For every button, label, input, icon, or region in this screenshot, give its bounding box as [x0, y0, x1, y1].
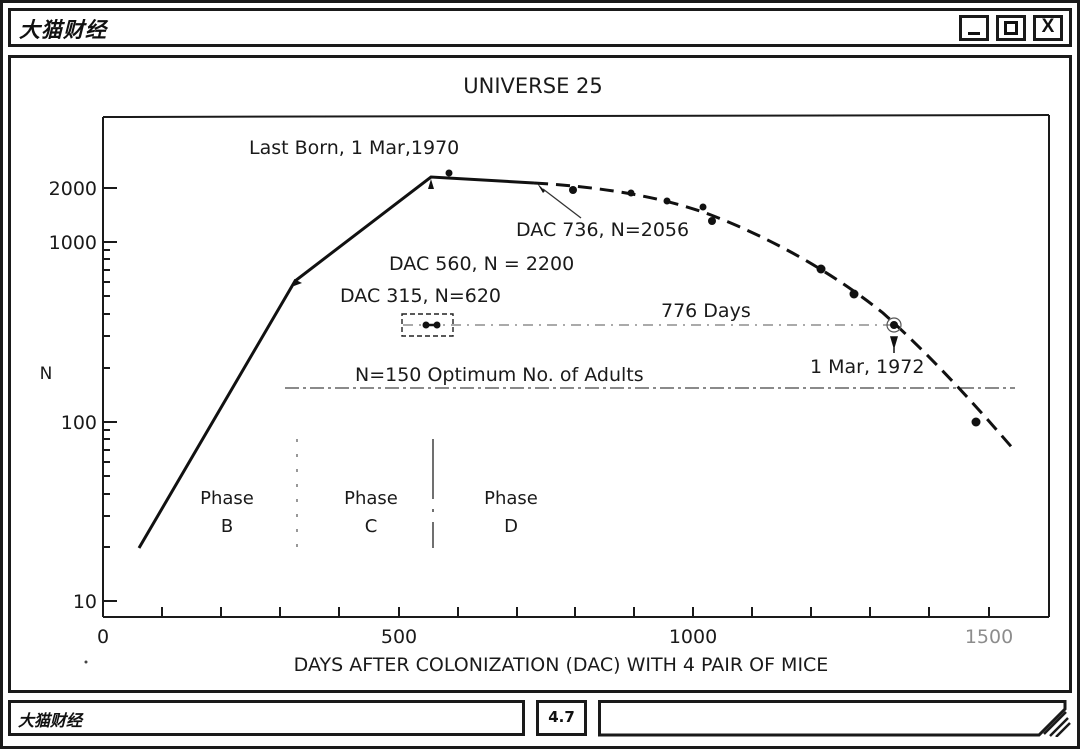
y-axis-ticks — [103, 187, 117, 602]
resize-grip-icon[interactable] — [1043, 711, 1071, 738]
maximize-icon — [1004, 21, 1018, 35]
boxed-points-frame — [401, 313, 454, 337]
y-axis-label: N — [40, 364, 53, 384]
svg-text:D: D — [504, 516, 518, 537]
svg-text:0: 0 — [97, 626, 109, 648]
close-button[interactable]: X — [1033, 15, 1063, 41]
content-panel: UNIVERSE 25 — [8, 55, 1072, 693]
stray-dot — [84, 660, 88, 664]
dac315-annotation: DAC 315, N=620 — [340, 285, 501, 307]
svg-text:Phase: Phase — [200, 488, 254, 509]
1972-highlight-ring — [886, 317, 902, 333]
1972-arrow-icon — [889, 336, 899, 353]
svg-text:C: C — [365, 516, 378, 537]
minimize-button[interactable] — [959, 15, 989, 41]
dac736-annotation: DAC 736, N=2056 — [516, 219, 689, 241]
svg-text:1500: 1500 — [965, 626, 1013, 648]
window-title: 大猫财经 — [19, 18, 107, 42]
776-days-annotation: 776 Days — [661, 300, 751, 322]
svg-text:B: B — [221, 516, 233, 537]
boxed-points — [422, 321, 441, 329]
data-markers — [294, 169, 981, 427]
optimum-annotation: N=150 Optimum No. of Adults — [355, 364, 644, 386]
maximize-button[interactable] — [996, 15, 1026, 41]
svg-text:1000: 1000 — [669, 626, 717, 648]
dac560-annotation: DAC 560, N = 2200 — [389, 253, 574, 275]
1972-annotation: 1 Mar, 1972 — [810, 356, 924, 378]
svg-text:500: 500 — [381, 626, 417, 648]
x-axis-ticks — [161, 607, 990, 617]
svg-text:Phase: Phase — [484, 488, 538, 509]
footer-right-frame — [598, 700, 1071, 738]
chart-annotations: Last Born, 1 Mar,1970 DAC 736, N=2056 DA… — [249, 137, 924, 386]
footer-status-box: 大猫财经 — [8, 700, 525, 736]
x-axis-labels: 0 500 1000 1500 — [97, 626, 1013, 648]
title-bar[interactable]: 大猫财经 X — [8, 8, 1072, 47]
population-chart: UNIVERSE 25 — [40, 74, 1050, 676]
svg-text:100: 100 — [61, 412, 97, 434]
footer-version-box: 4.7 — [536, 700, 587, 736]
footer-brand-label: 大猫财经 — [18, 711, 83, 730]
svg-text:Phase: Phase — [344, 488, 398, 509]
version-label: 4.7 — [548, 708, 575, 726]
last-born-annotation: Last Born, 1 Mar,1970 — [249, 137, 459, 159]
growth-solid-line — [137, 175, 535, 549]
phase-labels: Phase B Phase C Phase D — [200, 488, 538, 537]
dac736-pointer — [542, 188, 582, 219]
minimize-icon — [968, 32, 980, 35]
x-axis-label: DAYS AFTER COLONIZATION (DAC) WITH 4 PAI… — [294, 654, 829, 676]
svg-text:10: 10 — [73, 591, 97, 613]
chart-title: UNIVERSE 25 — [463, 74, 603, 98]
footer-right-box — [598, 700, 1073, 738]
svg-text:1000: 1000 — [49, 232, 97, 254]
svg-text:2000: 2000 — [49, 178, 97, 200]
y-axis-labels: 2000 1000 100 10 — [49, 178, 97, 613]
close-icon: X — [1041, 16, 1055, 37]
